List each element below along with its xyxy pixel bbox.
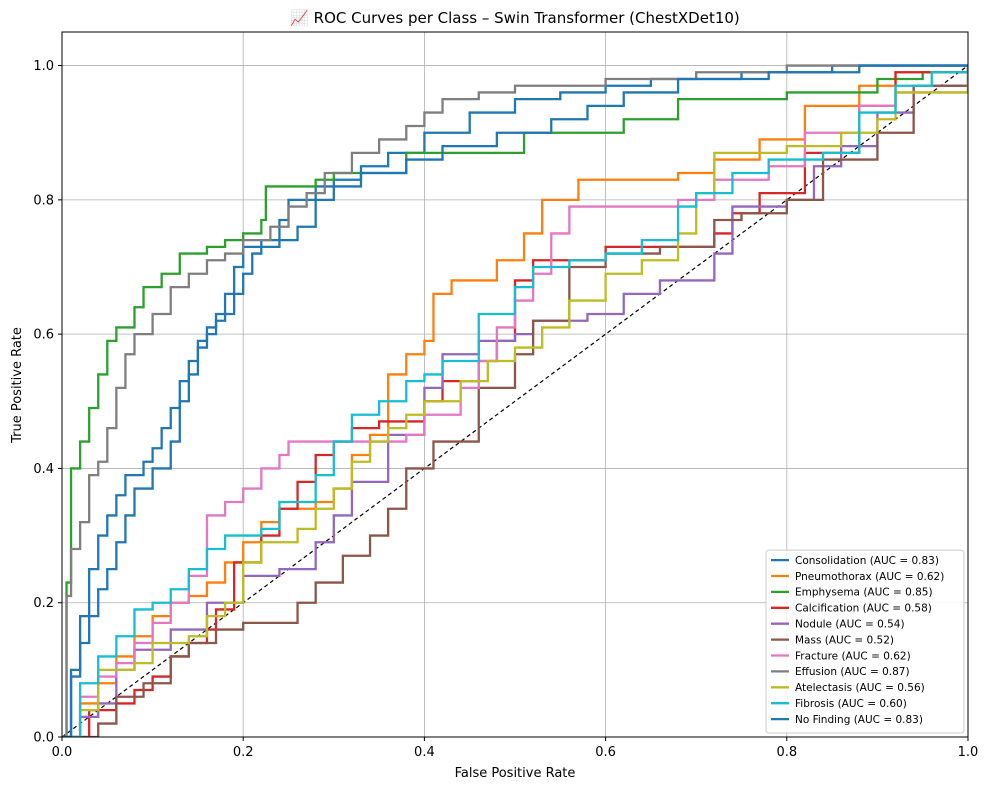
chart-title: 📈 ROC Curves per Class – Swin Transforme… <box>290 9 740 27</box>
series-lines <box>62 64 968 737</box>
x-axis-label: False Positive Rate <box>455 766 576 781</box>
y-tick-label: 1.0 <box>33 59 54 74</box>
x-tick-label: 0.2 <box>233 745 254 760</box>
legend-label: Fibrosis (AUC = 0.60) <box>795 698 907 710</box>
x-tick-label: 0.6 <box>595 745 616 760</box>
legend-box <box>765 549 965 734</box>
x-tick-label: 0.4 <box>414 745 435 760</box>
axis-ticks: 0.0 0.2 0.4 0.6 0.8 1.0 0.0 0.2 0.4 0.6 0.8 1.0 <box>33 59 978 760</box>
series-line-0 <box>62 64 968 737</box>
legend-label: Mass (AUC = 0.52) <box>795 634 894 646</box>
y-tick-label: 0.0 <box>33 731 54 746</box>
y-tick-label: 0.6 <box>33 328 54 343</box>
x-tick-label: 1.0 <box>958 745 979 760</box>
series-line-2 <box>62 65 968 737</box>
y-axis-label: True Positive Rate <box>10 327 25 444</box>
legend-label: No Finding (AUC = 0.83) <box>795 714 923 726</box>
legend-label: Effusion (AUC = 0.87) <box>795 666 910 678</box>
series-line-9 <box>62 65 968 737</box>
reference-diagonal-line <box>62 65 968 737</box>
series-line-5 <box>62 65 968 737</box>
legend-label: Fracture (AUC = 0.62) <box>795 650 911 662</box>
series-line-8 <box>62 65 968 737</box>
axes-frame <box>61 31 969 738</box>
legend-label: Atelectasis (AUC = 0.56) <box>795 682 925 694</box>
x-tick-label: 0.8 <box>776 745 797 760</box>
series-line-10 <box>62 64 968 737</box>
x-tick-label: 0.0 <box>52 745 73 760</box>
legend-label: Consolidation (AUC = 0.83) <box>795 555 939 567</box>
series-line-7 <box>62 64 968 737</box>
legend-label: Nodule (AUC = 0.54) <box>795 619 905 631</box>
legend-label: Pneumothorax (AUC = 0.62) <box>795 571 944 583</box>
y-tick-label: 0.4 <box>33 462 54 477</box>
y-tick-label: 0.2 <box>33 596 54 611</box>
legend-label: Calcification (AUC = 0.58) <box>795 603 932 615</box>
plot-area <box>62 64 968 737</box>
legend: Consolidation (AUC = 0.83) Pneumothorax (… <box>765 549 965 734</box>
y-tick-label: 0.8 <box>33 193 54 208</box>
legend-label: Emphysema (AUC = 0.85) <box>795 587 933 599</box>
